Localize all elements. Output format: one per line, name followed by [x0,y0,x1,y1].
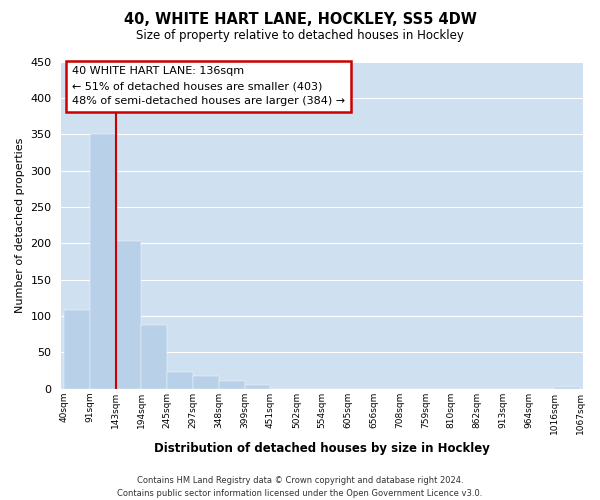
Bar [167,372,193,389]
Text: 40 WHITE HART LANE: 136sqm
← 51% of detached houses are smaller (403)
48% of sem: 40 WHITE HART LANE: 136sqm ← 51% of deta… [72,66,345,106]
Text: Size of property relative to detached houses in Hockley: Size of property relative to detached ho… [136,29,464,42]
Text: 40, WHITE HART LANE, HOCKLEY, SS5 4DW: 40, WHITE HART LANE, HOCKLEY, SS5 4DW [124,12,476,28]
Bar [64,310,90,389]
Bar [142,325,167,389]
X-axis label: Distribution of detached houses by size in Hockley: Distribution of detached houses by size … [154,442,490,455]
Bar [554,386,580,389]
Bar [245,385,271,389]
Bar [193,376,219,389]
Text: Contains HM Land Registry data © Crown copyright and database right 2024.
Contai: Contains HM Land Registry data © Crown c… [118,476,482,498]
Y-axis label: Number of detached properties: Number of detached properties [15,138,25,313]
Bar [116,241,142,389]
Bar [90,134,116,389]
Bar [219,382,245,389]
